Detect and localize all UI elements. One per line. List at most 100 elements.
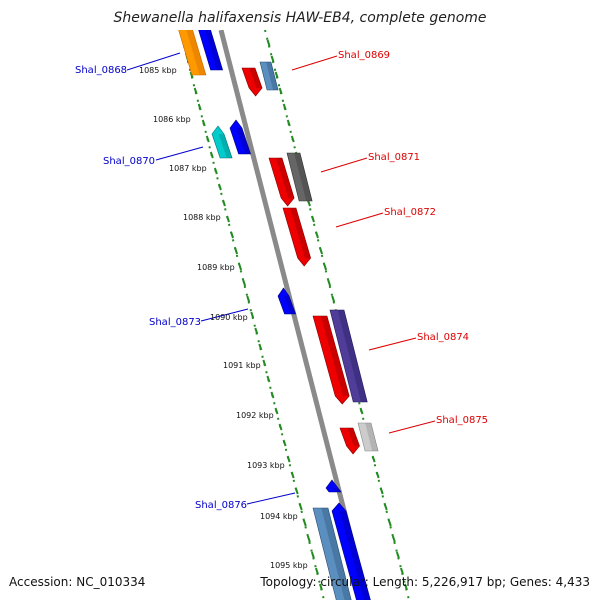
tick-mark (319, 247, 324, 255)
gene-arrow (229, 119, 252, 155)
gene-arrow (339, 427, 360, 455)
gene-label: Shal_0876 (195, 500, 247, 511)
tick-mark (286, 119, 291, 127)
tick-label: 1085 kbp (139, 66, 177, 75)
tick-mark (201, 119, 206, 127)
gene-arrow (312, 507, 352, 600)
tick-mark (270, 391, 275, 399)
gene-arrow (329, 309, 368, 403)
tick-mark (327, 279, 332, 287)
tick-mark (375, 471, 380, 479)
tick-mark (404, 583, 408, 591)
tick-mark (270, 55, 275, 63)
tick-mark (193, 87, 198, 95)
tick-mark (319, 583, 323, 591)
gene-arrow (277, 287, 296, 315)
gene-label: Shal_0871 (368, 152, 420, 163)
tick-mark (262, 359, 267, 367)
gene-arrow (259, 61, 279, 91)
tick-mark (387, 519, 392, 527)
callout-line (291, 55, 338, 71)
tick-mark (278, 87, 283, 95)
callout-line (388, 420, 436, 434)
gene-label: Shal_0872 (384, 207, 436, 218)
tick-mark (314, 567, 319, 575)
gene-arrow-shade (332, 488, 342, 492)
gene-arrow (211, 125, 233, 159)
gene-arrow-shade (290, 208, 311, 258)
tick-label: 1087 kbp (169, 164, 207, 173)
tick-mark (298, 503, 303, 511)
gene-arrow-shade (365, 423, 379, 451)
page-title: Shewanella halifaxensis HAW-EB4, complet… (113, 10, 487, 26)
tick-mark (282, 103, 287, 111)
gene-arrow (268, 157, 295, 207)
tick-mark (238, 263, 243, 271)
tick-label: 1092 kbp (236, 411, 274, 420)
gene-arrow-shade (294, 153, 313, 201)
tick-mark (266, 375, 271, 383)
gene-callouts: Shal_0868 Shal_0869 Shal_0870 Shal_0871 Shal… (75, 50, 488, 511)
tick-mark (205, 135, 210, 143)
tick-mark (258, 343, 263, 351)
tick-mark (310, 551, 315, 559)
tick-label: 1094 kbp (260, 512, 298, 521)
tick-mark (217, 183, 222, 191)
callout-line (320, 157, 368, 173)
gene-arrow (198, 30, 224, 71)
tick-mark (290, 471, 295, 479)
topology-label: Topology: circular; Length: 5,226,917 bp… (260, 575, 590, 589)
tick-mark (323, 263, 328, 271)
tick-mark (230, 231, 234, 239)
gene-arrow (357, 422, 379, 452)
tick-mark (391, 535, 396, 543)
gene-arrow-shade (218, 134, 233, 158)
accession-label: Accession: NC_010334 (9, 575, 146, 589)
gene-label: Shal_0869 (338, 50, 390, 61)
gene-arrow (178, 30, 207, 76)
tick-label: 1086 kbp (153, 115, 191, 124)
tick-mark (266, 39, 271, 47)
gene-arrow (331, 502, 371, 600)
tick-mark (294, 487, 299, 495)
tick-mark (331, 295, 336, 303)
tick-mark (254, 327, 259, 335)
tick-mark (226, 215, 230, 223)
tick-label: 1095 kbp (270, 561, 308, 570)
tick-labels: 1085 kbp 1086 kbp 1087 kbp 1088 kbp 1089 kbp… (139, 66, 308, 570)
tick-mark (290, 135, 295, 143)
gene-arrow-shade (186, 30, 206, 75)
gene-arrow (286, 152, 313, 202)
callout-line (335, 212, 384, 228)
tick-mark (395, 551, 400, 559)
gene-label: Shal_0873 (149, 317, 201, 328)
gene-arrow-shade (236, 128, 251, 154)
tick-label: 1090 kbp (210, 313, 248, 322)
tick-mark (242, 279, 247, 287)
gene-arrow (325, 479, 342, 493)
tick-mark (274, 71, 279, 79)
tick-mark (383, 503, 388, 511)
tick-label: 1091 kbp (223, 361, 261, 370)
tick-mark (302, 519, 307, 527)
tick-mark (209, 151, 214, 159)
callout-line (368, 337, 417, 351)
gene-label: Shal_0874 (417, 332, 469, 343)
gene-arrow-shade (320, 316, 350, 396)
tick-mark (213, 167, 218, 175)
gene-features (178, 30, 379, 600)
gene-arrow (312, 315, 350, 405)
tick-mark (371, 455, 376, 463)
tick-mark (399, 567, 404, 575)
tick-mark (197, 103, 202, 111)
tick-mark (311, 215, 315, 223)
gene-arrow-shade (284, 296, 296, 314)
tick-mark (315, 231, 319, 239)
tick-mark (278, 423, 283, 431)
tick-mark (379, 487, 384, 495)
gene-arrow-shade (266, 62, 279, 90)
gene-label: Shal_0875 (436, 415, 488, 426)
gene-arrow-shade (337, 310, 368, 402)
callout-line (200, 308, 249, 322)
